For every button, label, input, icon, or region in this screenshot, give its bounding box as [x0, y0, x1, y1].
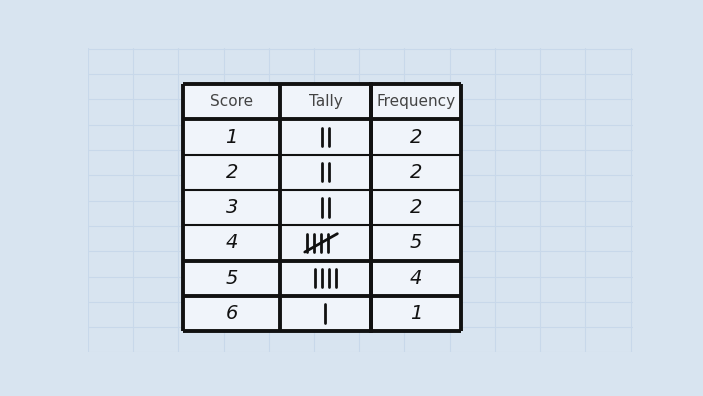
- Bar: [370, 190, 461, 225]
- Bar: [280, 225, 370, 261]
- Bar: [183, 296, 280, 331]
- Text: 4: 4: [410, 268, 422, 287]
- Bar: [183, 155, 280, 190]
- Bar: [370, 84, 461, 120]
- Bar: [370, 225, 461, 261]
- Bar: [183, 225, 280, 261]
- Bar: [370, 261, 461, 296]
- Text: 2: 2: [226, 163, 238, 182]
- Text: 5: 5: [226, 268, 238, 287]
- Bar: [183, 190, 280, 225]
- Text: Tally: Tally: [309, 94, 342, 109]
- Text: 2: 2: [410, 128, 422, 147]
- Bar: [280, 155, 370, 190]
- Text: 4: 4: [226, 233, 238, 252]
- Text: 6: 6: [226, 304, 238, 323]
- Bar: [370, 155, 461, 190]
- Text: Score: Score: [210, 94, 253, 109]
- Text: 2: 2: [410, 163, 422, 182]
- Text: 5: 5: [410, 233, 422, 252]
- Text: 3: 3: [226, 198, 238, 217]
- Bar: [280, 84, 370, 120]
- Bar: [370, 120, 461, 155]
- Bar: [183, 120, 280, 155]
- Bar: [370, 296, 461, 331]
- Bar: [280, 261, 370, 296]
- Text: 1: 1: [226, 128, 238, 147]
- Bar: [183, 84, 280, 120]
- Bar: [280, 120, 370, 155]
- Text: 2: 2: [410, 198, 422, 217]
- Bar: [280, 296, 370, 331]
- Bar: [280, 190, 370, 225]
- Text: 1: 1: [410, 304, 422, 323]
- Bar: [183, 261, 280, 296]
- Text: Frequency: Frequency: [376, 94, 456, 109]
